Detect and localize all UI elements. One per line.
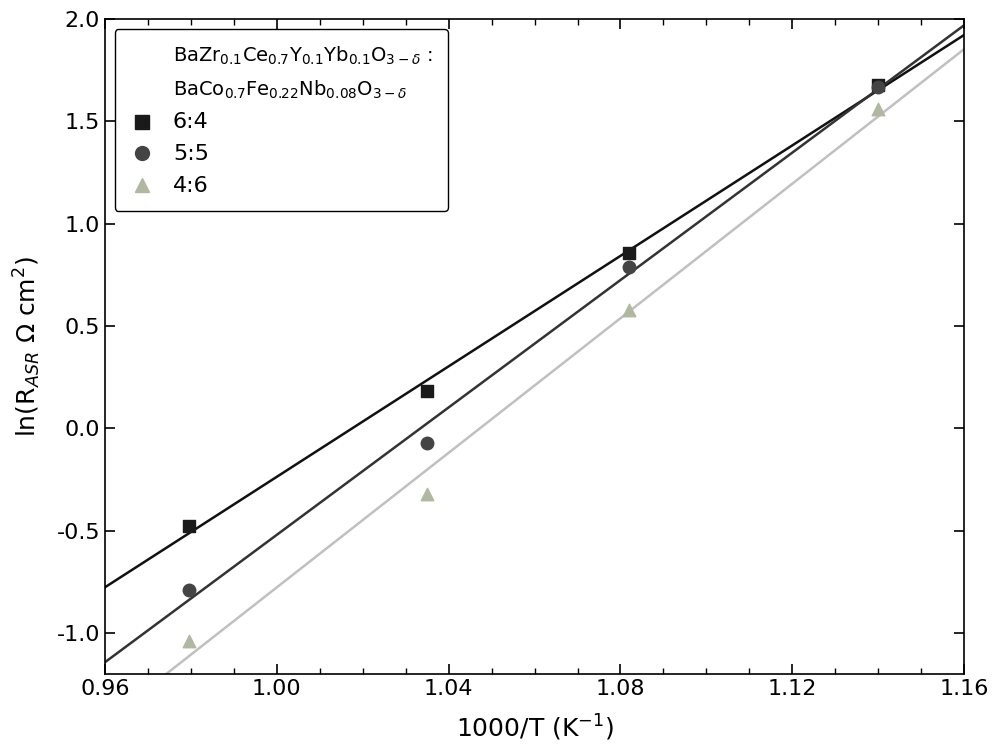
Point <box>621 304 637 316</box>
Point <box>870 103 886 115</box>
Point <box>419 385 435 397</box>
Point <box>181 635 197 647</box>
Point <box>621 247 637 259</box>
Point <box>419 488 435 500</box>
Point <box>181 520 197 532</box>
Y-axis label: ln(R$_{ASR}$ Ω cm$^{2}$): ln(R$_{ASR}$ Ω cm$^{2}$) <box>11 256 43 437</box>
X-axis label: 1000/T (K$^{-1}$): 1000/T (K$^{-1}$) <box>456 713 613 743</box>
Legend: BaZr$_{0.1}$Ce$_{0.7}$Y$_{0.1}$Yb$_{0.1}$O$_{3-δ}$ :, BaCo$_{0.7}$Fe$_{0.22}$Nb$: BaZr$_{0.1}$Ce$_{0.7}$Y$_{0.1}$Yb$_{0.1}… <box>115 29 448 211</box>
Point <box>870 78 886 90</box>
Point <box>181 584 197 596</box>
Point <box>419 437 435 449</box>
Point <box>621 261 637 273</box>
Point <box>870 81 886 93</box>
